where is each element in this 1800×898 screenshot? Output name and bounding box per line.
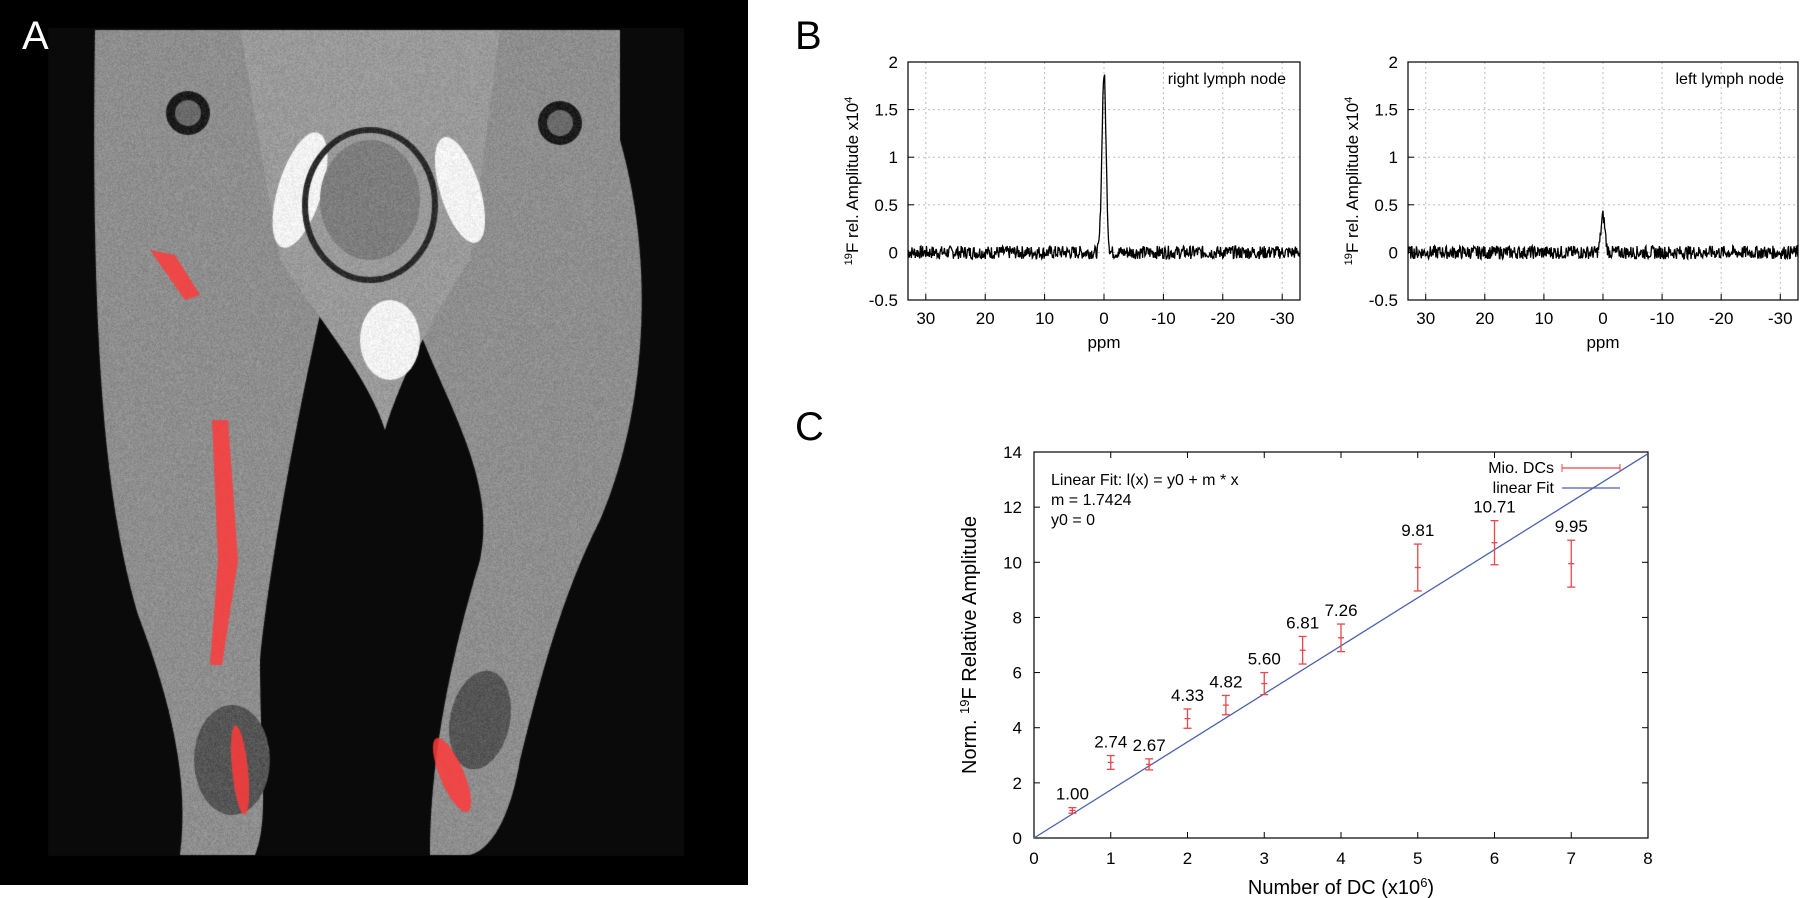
y-tick-label: 2: [1013, 774, 1022, 793]
y-tick-label: 6: [1013, 664, 1022, 683]
x-tick-label: 0: [1099, 309, 1108, 328]
legend: Mio. DCs linear Fit: [1488, 460, 1620, 497]
x-tick-label: -20: [1709, 309, 1734, 328]
y-axis-label: 19F rel. Amplitude x104: [843, 97, 862, 266]
y-tick-label: 1: [1389, 148, 1398, 167]
data-point: [1567, 540, 1575, 587]
x-tick-label: -30: [1270, 309, 1295, 328]
data-label: 2.67: [1133, 736, 1166, 755]
data-label: 4.33: [1171, 686, 1204, 705]
x-tick-label: 30: [916, 309, 935, 328]
x-tick-label: 8: [1643, 849, 1652, 868]
data-label: 4.82: [1209, 672, 1242, 691]
x-axis-label: Number of DC (x106): [1248, 875, 1434, 898]
x-tick-label: 4: [1336, 849, 1345, 868]
legend-label-fit: linear Fit: [1493, 480, 1555, 497]
panel-annotation: left lymph node: [1675, 71, 1784, 88]
x-tick-label: 10: [1035, 309, 1054, 328]
y-tick-label: 12: [1003, 498, 1022, 517]
spectrum-chart-1: 30 20 10 0 -10 -20 -30 -0.5 0 0.5 1 1.5 2 right lymph…: [843, 53, 1300, 352]
y-tick-label: -0.5: [1369, 291, 1398, 310]
spectrum-chart-2: 30 20 10 0 -10 -20 -30 -0.5 0 0.5 1 1.5 2 left lymph …: [1343, 53, 1798, 352]
x-tick-label: -20: [1210, 309, 1235, 328]
fit-annotation-line: m = 1.7424: [1051, 492, 1132, 509]
data-label: 10.71: [1473, 498, 1516, 517]
y-tick-label: 1.5: [1374, 101, 1398, 120]
data-label: 9.95: [1555, 517, 1588, 536]
legend-label-data: Mio. DCs: [1488, 460, 1554, 477]
data-point: [1299, 636, 1307, 664]
x-tick-label: 3: [1260, 849, 1269, 868]
fit-annotation-line: Linear Fit: l(x) = y0 + m * x: [1051, 472, 1239, 489]
x-tick-label: 30: [1416, 309, 1435, 328]
y-tick-label: -0.5: [869, 291, 898, 310]
data-point: [1107, 756, 1115, 770]
data-point: [1260, 673, 1268, 695]
data-label: 2.74: [1094, 733, 1127, 752]
data-label: 6.81: [1286, 613, 1319, 632]
y-tick-label: 0.5: [1374, 196, 1398, 215]
x-tick-label: 20: [1475, 309, 1494, 328]
x-axis-label: ppm: [1586, 333, 1619, 352]
x-tick-label: 2: [1183, 849, 1192, 868]
fit-annotation-line: y0 = 0: [1051, 512, 1095, 529]
x-tick-label: -10: [1650, 309, 1675, 328]
data-point: [1414, 544, 1422, 591]
x-tick-label: 7: [1567, 849, 1576, 868]
y-tick-label: 0: [1013, 829, 1022, 848]
data-point: [1184, 709, 1192, 728]
y-tick-label: 2: [1389, 53, 1398, 72]
x-tick-label: -10: [1151, 309, 1176, 328]
y-tick-label: 0: [889, 243, 898, 262]
data-label: 9.81: [1401, 521, 1434, 540]
data-label: 1.00: [1056, 785, 1089, 804]
x-tick-label: 6: [1490, 849, 1499, 868]
y-tick-label: 2: [889, 53, 898, 72]
x-tick-label: 0: [1029, 849, 1038, 868]
data-label: 7.26: [1324, 601, 1357, 620]
x-tick-label: -30: [1768, 309, 1793, 328]
y-tick-label: 10: [1003, 553, 1022, 572]
panel-annotation: right lymph node: [1168, 71, 1286, 88]
y-tick-label: 8: [1013, 608, 1022, 627]
data-label: 5.60: [1248, 650, 1281, 669]
y-tick-label: 0: [1389, 243, 1398, 262]
spectrum-trace: [1408, 211, 1798, 260]
y-axis-label: 19F rel. Amplitude x104: [1343, 97, 1362, 266]
x-tick-label: 5: [1413, 849, 1422, 868]
y-tick-label: 1: [889, 148, 898, 167]
x-axis-label: ppm: [1087, 333, 1120, 352]
y-tick-label: 14: [1003, 443, 1022, 462]
x-tick-label: 10: [1534, 309, 1553, 328]
y-axis-label: Norm. 19F Relative Amplitude: [957, 516, 982, 774]
y-tick-label: 1.5: [874, 101, 898, 120]
data-point: [1491, 521, 1499, 565]
y-tick-label: 4: [1013, 719, 1022, 738]
x-tick-label: 20: [976, 309, 995, 328]
calibration-chart: 0 1 2 3 4 5 6 7 8024681012141.002.74 2.674.334.82…: [957, 443, 1653, 898]
data-point: [1222, 695, 1230, 714]
x-tick-label: 1: [1106, 849, 1115, 868]
y-tick-label: 0.5: [874, 196, 898, 215]
x-tick-label: 0: [1598, 309, 1607, 328]
